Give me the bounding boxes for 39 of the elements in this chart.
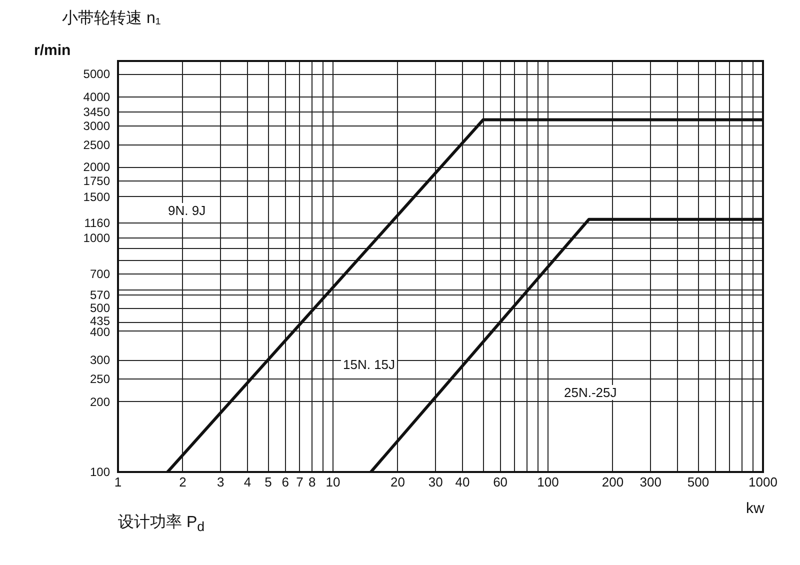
- x-tick-label: 6: [282, 474, 289, 490]
- annotation: 25N.-25J: [562, 385, 619, 400]
- y-tick-label: 1000: [83, 230, 110, 246]
- x-tick-label: 100: [537, 474, 559, 490]
- x-tick-label: 10: [326, 474, 340, 490]
- y-tick-label: 300: [90, 352, 110, 368]
- x-tick-label: 1000: [748, 474, 778, 490]
- x-tick-label: 40: [455, 474, 470, 490]
- x-tick-label: 7: [296, 474, 304, 490]
- x-tick-label: 30: [428, 474, 443, 490]
- y-tick-label: 1500: [83, 188, 110, 205]
- y-tick-label: 1750: [83, 173, 110, 190]
- annotation: 15N. 15J: [341, 357, 398, 372]
- y-tick-label: 4000: [83, 89, 110, 105]
- annotation: 9N. 9J: [166, 203, 208, 218]
- y-tick-label: 250: [90, 370, 110, 387]
- y-tick-label: 700: [90, 266, 110, 282]
- y-tick-label: 2500: [83, 136, 110, 153]
- x-tick-label: 20: [390, 474, 405, 490]
- x-tick-label: 500: [687, 474, 710, 490]
- chart-title: 小带轮转速 n₁: [62, 8, 161, 29]
- x-tick-label: 60: [493, 474, 508, 490]
- x-tick-label: 4: [244, 474, 252, 490]
- y-tick-label: 2000: [83, 159, 110, 176]
- x-tick-label: 300: [640, 474, 662, 490]
- x-tick-label: 2: [179, 474, 186, 490]
- y-tick-label: 1160: [84, 214, 110, 231]
- text: kw: [746, 500, 764, 517]
- y-tick-label: 3000: [83, 118, 110, 134]
- x-tick-label: 200: [602, 474, 624, 490]
- x-tick-label: 5: [264, 474, 272, 490]
- x-tick-label: 8: [308, 474, 316, 490]
- y-tick-label: 3450: [83, 104, 110, 120]
- y-axis-title: r/min: [34, 42, 71, 59]
- y-tick-label: 5000: [83, 66, 110, 82]
- y-tick-label: 200: [90, 394, 110, 410]
- x-tick-label: 1: [114, 474, 122, 490]
- x-tick-label: 3: [216, 474, 224, 490]
- x-axis-title: 设计功率 P$_{d}$: [118, 512, 205, 534]
